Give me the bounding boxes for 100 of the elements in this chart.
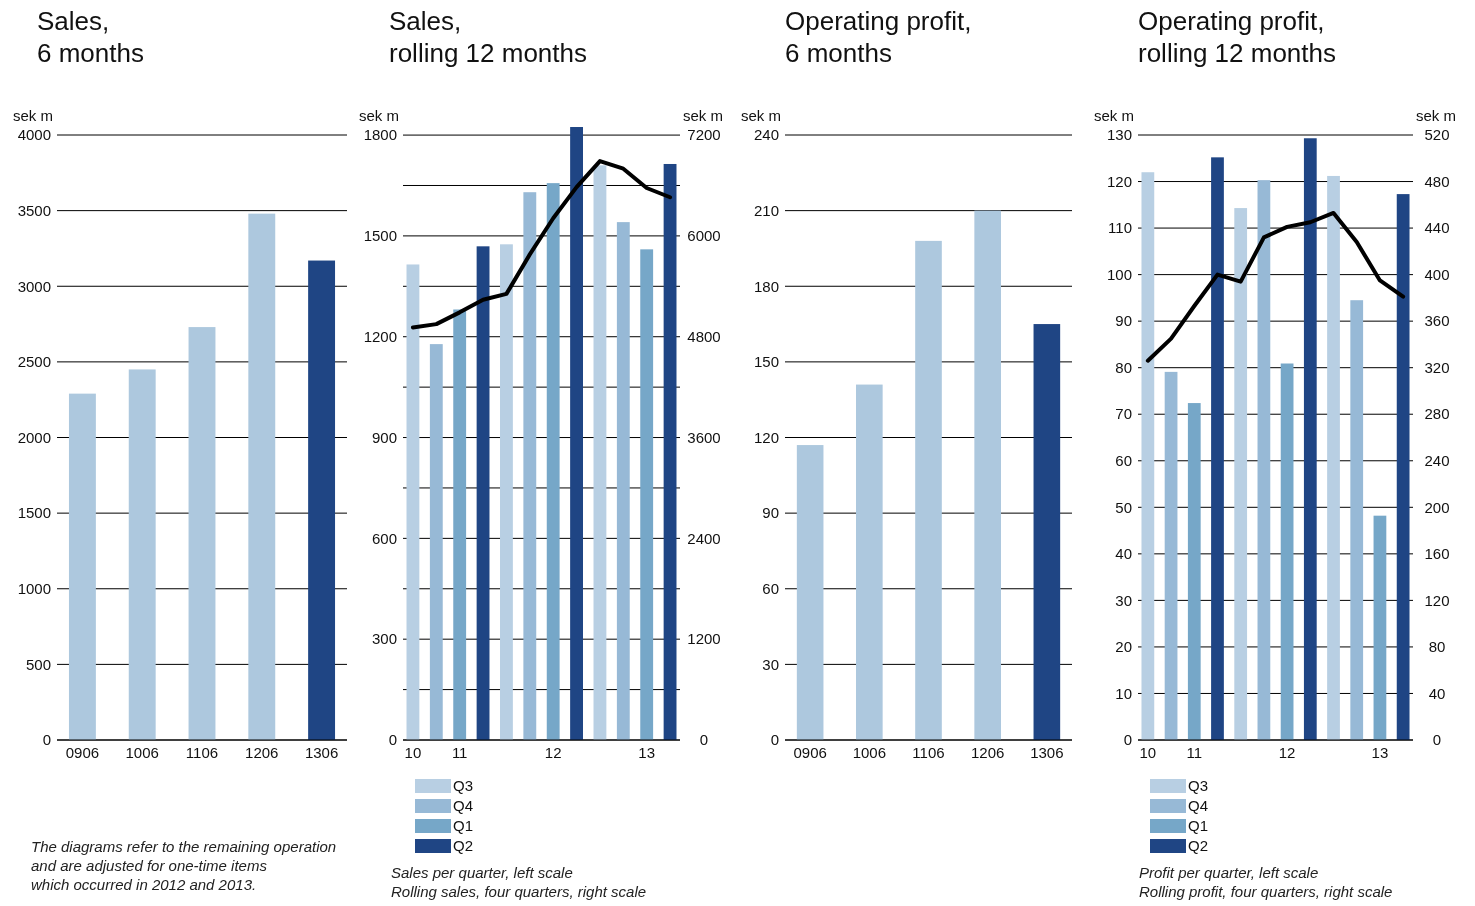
y2-tick-label: 80: [1428, 638, 1446, 656]
bar: [915, 240, 942, 740]
y-tick-label: 0: [388, 731, 397, 749]
x-tick-label: 1106: [185, 744, 219, 761]
y-tick-label: 1000: [17, 580, 51, 597]
legend-label: Q4: [453, 797, 474, 815]
y-tick-label: 120: [1106, 172, 1132, 190]
bar: [1141, 172, 1155, 740]
legend-label: Q2: [1188, 837, 1209, 855]
bar: [308, 260, 336, 740]
y-tick-label: 2000: [17, 428, 51, 446]
bar: [429, 344, 443, 740]
x-tick-label: 1206: [970, 744, 1005, 761]
chart-title: Sales, 6 months: [37, 6, 144, 68]
y-tick-label: 10: [1115, 684, 1132, 702]
y-tick-label: 30: [762, 655, 779, 673]
chart-title: Operating profit, 6 months: [785, 6, 972, 68]
y2-tick-label: 0: [699, 731, 709, 749]
legend-label: Q3: [453, 777, 474, 795]
bar: [616, 222, 630, 740]
text: Sales per quarter, left scale: [391, 864, 573, 881]
legend-label: Q2: [453, 837, 474, 855]
bar: [663, 163, 677, 740]
y-tick-label: 60: [762, 580, 779, 597]
x-tick-label: 11: [1186, 744, 1203, 761]
bar: [1164, 371, 1178, 740]
legend-label: Q3: [1188, 777, 1209, 795]
bar: [1187, 403, 1201, 740]
bar: [476, 246, 490, 740]
y-tick-label: 1500: [363, 227, 397, 245]
bar: [68, 393, 96, 740]
y-tick-label: 110: [1108, 219, 1132, 237]
x-tick-label: 1306: [304, 744, 339, 761]
y2-tick-label: 4800: [687, 327, 721, 345]
y2-axis-title: sek m: [1415, 107, 1456, 124]
y2-tick-label: 240: [1424, 452, 1450, 470]
y2-tick-label: 2400: [687, 529, 721, 547]
y2-tick-label: 7200: [687, 126, 721, 144]
y2-tick-label: 0: [1432, 731, 1442, 749]
y2-tick-label: 120: [1424, 591, 1450, 609]
bar: [1033, 324, 1061, 740]
x-tick-label: 1006: [852, 744, 887, 761]
bar: [500, 244, 513, 740]
y-tick-label: 90: [1115, 312, 1132, 330]
y-tick-label: 80: [1115, 358, 1132, 376]
y-tick-label: 130: [1106, 126, 1132, 144]
y-tick-label: 210: [753, 201, 779, 219]
y2-tick-label: 40: [1428, 684, 1446, 702]
y2-tick-label: 400: [1424, 265, 1450, 283]
y-tick-label: 240: [753, 126, 779, 144]
x-tick-label: 13: [1371, 744, 1389, 761]
y2-tick-label: 1200: [687, 630, 721, 648]
bar: [1327, 175, 1340, 740]
y2-tick-label: 320: [1424, 358, 1450, 376]
bar: [974, 210, 1001, 740]
y2-tick-label: 6000: [687, 227, 721, 245]
y-tick-label: 3000: [17, 277, 51, 295]
text: Profit per quarter, left scale: [1139, 864, 1319, 881]
chart-title: Operating profit, rolling 12 months: [1138, 6, 1336, 68]
y-tick-label: 20: [1115, 638, 1132, 656]
bar: [406, 264, 420, 740]
y-tick-label: 180: [753, 277, 779, 295]
y-axis-title: sek m: [12, 107, 53, 124]
y2-tick-label: 520: [1424, 126, 1450, 144]
y2-tick-label: 360: [1424, 312, 1450, 330]
bar: [453, 309, 467, 740]
y-axis-title: sek m: [358, 107, 399, 124]
x-tick-label: 1106: [912, 744, 945, 761]
x-tick-label: 12: [544, 744, 562, 761]
bar: [640, 249, 654, 740]
bar: [1373, 515, 1387, 740]
bar: [546, 183, 560, 740]
legend-label: Q1: [453, 817, 474, 835]
y-tick-label: 150: [753, 353, 779, 371]
y-tick-label: 0: [1123, 731, 1132, 749]
x-tick-label: 13: [638, 744, 656, 761]
bar: [1257, 180, 1271, 740]
x-tick-label: 0906: [793, 744, 827, 761]
bar: [1396, 194, 1410, 740]
y-tick-label: 40: [1115, 545, 1132, 563]
y-tick-label: 1200: [363, 327, 397, 345]
y-tick-label: 50: [1115, 498, 1132, 516]
legend-label: Q4: [1188, 797, 1209, 815]
y2-tick-label: 440: [1424, 219, 1450, 237]
x-tick-label: 0906: [65, 744, 100, 761]
bar: [523, 192, 537, 740]
y2-tick-label: 3600: [687, 428, 721, 446]
bar: [188, 327, 216, 740]
y-tick-label: 2500: [17, 353, 51, 371]
x-tick-label: 10: [1139, 744, 1157, 761]
bar: [570, 127, 583, 740]
y-tick-label: 0: [770, 731, 779, 749]
y-tick-label: 0: [42, 731, 51, 749]
y-tick-label: 120: [753, 428, 779, 446]
y-tick-label: 900: [371, 428, 397, 446]
y2-tick-label: 480: [1424, 172, 1450, 190]
bar: [593, 165, 607, 740]
y-tick-label: 30: [1115, 591, 1132, 609]
text: Rolling sales, four quarters, right scale: [391, 883, 647, 900]
x-tick-label: 11: [451, 744, 468, 761]
